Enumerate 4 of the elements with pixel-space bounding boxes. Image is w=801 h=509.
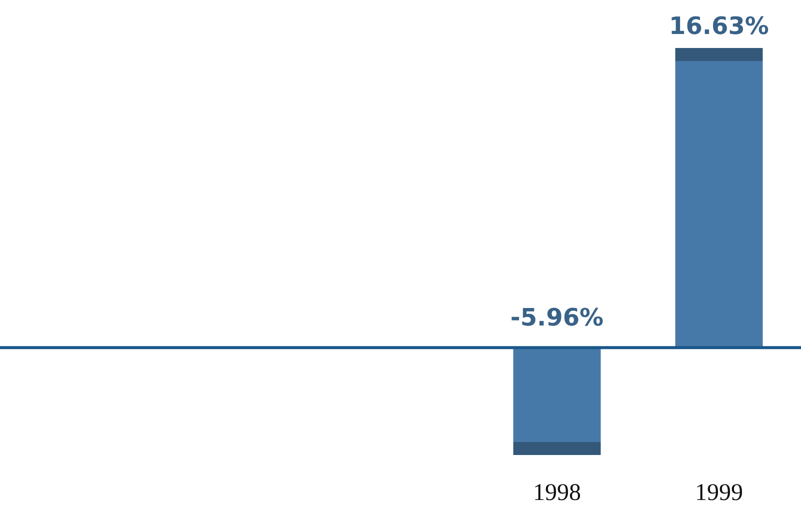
data-label: -5.96% <box>510 304 604 332</box>
x-tick-label: 1999 <box>695 480 743 506</box>
data-label: 16.63% <box>669 12 769 40</box>
x-tick-label: 1998 <box>533 480 581 506</box>
